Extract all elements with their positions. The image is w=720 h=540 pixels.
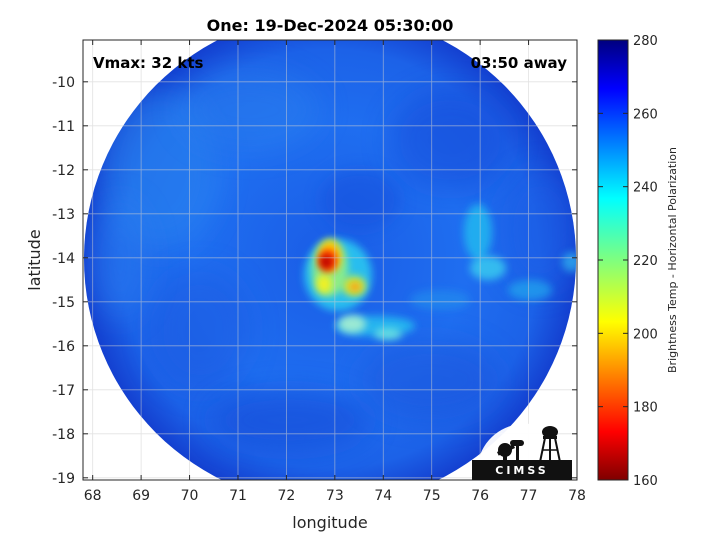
colorbar-tick-label: 240 — [633, 181, 658, 196]
x-tick-label: 72 — [277, 488, 295, 504]
x-axis-label: longitude — [292, 513, 367, 532]
x-tick-label: 73 — [326, 488, 344, 504]
colorbar-tick-label: 220 — [633, 254, 658, 269]
x-tick-label: 78 — [568, 488, 586, 504]
colorbar-tick-label: 180 — [633, 401, 658, 416]
y-tick-label: -15 — [52, 295, 75, 311]
x-tick-label: 68 — [84, 488, 102, 504]
x-tick-label: 69 — [132, 488, 150, 504]
y-tick-label: -17 — [52, 383, 75, 399]
vmax-annotation: Vmax: 32 kts — [93, 54, 203, 72]
x-tick-label: 75 — [423, 488, 441, 504]
cimss-logo-text: CIMSS — [495, 464, 548, 477]
chart-title: One: 19-Dec-2024 05:30:00 — [207, 16, 454, 35]
colorbar-tick-label: 280 — [633, 34, 658, 49]
y-tick-label: -13 — [52, 207, 75, 223]
x-tick-label: 71 — [229, 488, 247, 504]
colorbar-tick-label: 160 — [633, 474, 658, 489]
x-tick-label: 77 — [520, 488, 538, 504]
x-tick-label: 76 — [471, 488, 489, 504]
x-tick-label: 74 — [374, 488, 392, 504]
y-axis-label: latitude — [25, 229, 44, 290]
y-tick-label: -10 — [52, 75, 75, 91]
cimss-logo: CIMSS — [472, 423, 572, 480]
y-tick-label: -14 — [52, 251, 75, 267]
microwave-swath — [84, 40, 576, 480]
y-axis: -10 -11 -12 -13 -14 -15 -16 -17 -18 -19 — [52, 75, 577, 487]
colorbar-label: Brightness Temp - Horizontal Polarizatio… — [666, 147, 679, 373]
y-tick-label: -19 — [52, 471, 75, 487]
colorbar: 160 180 200 220 240 260 280 Brightness Temp - … — [597, 34, 679, 489]
y-tick-label: -18 — [52, 427, 75, 443]
colorbar-tick-label: 260 — [633, 107, 658, 122]
y-tick-label: -12 — [52, 163, 75, 179]
y-tick-label: -11 — [52, 119, 75, 135]
axes-frame — [82, 39, 578, 481]
time-offset-annotation: 03:50 away — [471, 54, 568, 72]
x-axis: 68 69 70 71 72 73 74 75 76 77 78 — [84, 40, 586, 504]
y-tick-label: -16 — [52, 339, 75, 355]
colorbar-tick-label: 200 — [633, 327, 658, 342]
x-tick-label: 70 — [181, 488, 199, 504]
